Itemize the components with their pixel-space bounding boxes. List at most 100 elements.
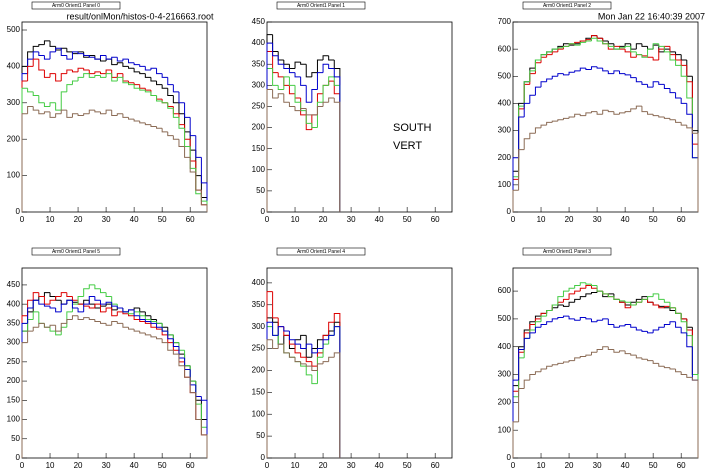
histogram-bin xyxy=(669,88,676,94)
histogram-bin xyxy=(579,282,586,286)
histogram-bin xyxy=(66,69,73,74)
histogram-bin xyxy=(116,306,123,309)
histogram-bin xyxy=(150,334,157,338)
histogram-bin xyxy=(55,295,62,301)
histogram-bin xyxy=(658,48,665,60)
histogram-bin xyxy=(38,292,45,297)
histogram-bin xyxy=(641,330,648,332)
histogram-bin xyxy=(277,93,284,98)
histogram-bin xyxy=(94,75,101,78)
histogram-bin xyxy=(49,40,56,47)
histogram-bin xyxy=(38,110,45,115)
histogram-bin xyxy=(116,73,123,78)
histogram-bin xyxy=(652,293,659,297)
histogram-bin xyxy=(328,64,335,69)
histogram-bin xyxy=(518,116,525,158)
histogram-bin xyxy=(105,69,112,74)
histogram-bin xyxy=(195,392,202,421)
y-tick-label: 200 xyxy=(498,153,512,162)
x-tick-label: 50 xyxy=(158,215,167,224)
histogram-bin xyxy=(652,114,659,117)
histogram-bin xyxy=(316,105,324,115)
histogram-bin xyxy=(546,321,553,325)
frame xyxy=(512,21,699,213)
histogram-bin xyxy=(590,66,598,70)
histogram-bin xyxy=(77,308,84,313)
histogram-bin xyxy=(568,116,575,119)
histogram-bin xyxy=(122,323,129,328)
histogram-bin xyxy=(88,284,95,289)
histogram-bin xyxy=(590,318,598,323)
y-tick-label: 300 xyxy=(252,322,266,331)
histogram-bin xyxy=(172,350,179,355)
histogram-bin xyxy=(596,35,603,39)
histogram-bin xyxy=(596,349,603,353)
x-tick-label: 20 xyxy=(74,461,83,469)
histogram-bin xyxy=(184,146,191,158)
histogram-bin xyxy=(128,311,135,315)
histogram-bin xyxy=(144,66,151,71)
histogram-bin xyxy=(167,77,174,86)
histogram-bin xyxy=(635,298,642,303)
histogram-bin xyxy=(579,355,586,358)
histogram-bin xyxy=(512,421,519,458)
y-tick-label: 500 xyxy=(498,314,512,323)
histogram-bin xyxy=(529,374,536,381)
histogram-bin xyxy=(523,102,530,117)
histogram-bin xyxy=(167,88,174,97)
histogram-bin xyxy=(116,76,123,81)
histogram-bin xyxy=(94,303,101,308)
histogram-bin xyxy=(21,342,28,458)
histogram-bin xyxy=(557,48,564,52)
histogram-bin xyxy=(630,108,637,112)
histogram-bin xyxy=(122,308,129,313)
histogram-bin xyxy=(178,102,185,115)
histogram-bin xyxy=(590,291,598,294)
histogram-bin xyxy=(523,138,530,150)
y-tick-label: 400 xyxy=(252,278,266,287)
histogram-bin xyxy=(635,355,642,359)
histogram-bin xyxy=(288,68,296,74)
histogram-bin xyxy=(675,60,682,66)
histogram-bin xyxy=(562,117,570,120)
histogram-bin xyxy=(630,353,637,356)
histogram-bin xyxy=(55,113,62,118)
file-name: result/onlMon/histos-0-4-216663.root xyxy=(66,11,214,21)
histogram-bin xyxy=(150,124,157,127)
histogram-bin xyxy=(60,292,67,297)
x-tick-label: 10 xyxy=(291,215,300,224)
histogram-bin xyxy=(568,43,575,47)
histogram-bin xyxy=(172,108,179,118)
histogram-bin xyxy=(305,108,312,116)
y-tick-label: 450 xyxy=(7,280,21,289)
histogram-bin xyxy=(300,62,307,65)
histogram-bin xyxy=(540,54,547,60)
histogram-bin xyxy=(613,46,620,50)
histogram-bin xyxy=(60,303,67,312)
histogram-bin xyxy=(277,326,284,336)
histogram-bin xyxy=(272,43,279,57)
histogram-bin xyxy=(105,303,112,307)
x-tick-label: 40 xyxy=(621,461,630,469)
y-tick-label: 700 xyxy=(498,17,512,26)
histogram-bin xyxy=(300,76,307,86)
histogram-bin xyxy=(99,71,107,75)
histogram-bin xyxy=(529,132,536,139)
histogram-bin xyxy=(305,64,312,78)
histogram-bin xyxy=(139,71,146,75)
histogram-bin xyxy=(579,317,586,321)
histogram-bin xyxy=(133,307,140,310)
histogram-bin xyxy=(167,131,174,137)
y-tick-label: 400 xyxy=(498,342,512,351)
histogram-bin xyxy=(150,67,157,71)
histogram-bin xyxy=(658,115,665,118)
x-tick-label: 10 xyxy=(537,461,546,469)
x-tick-label: 60 xyxy=(677,461,686,469)
histogram-bin xyxy=(172,338,179,347)
histogram-bin xyxy=(534,326,542,333)
histogram-bin xyxy=(116,311,123,316)
histogram-bin xyxy=(635,105,642,109)
histogram-bin xyxy=(105,292,112,297)
histogram-bin xyxy=(675,307,682,314)
